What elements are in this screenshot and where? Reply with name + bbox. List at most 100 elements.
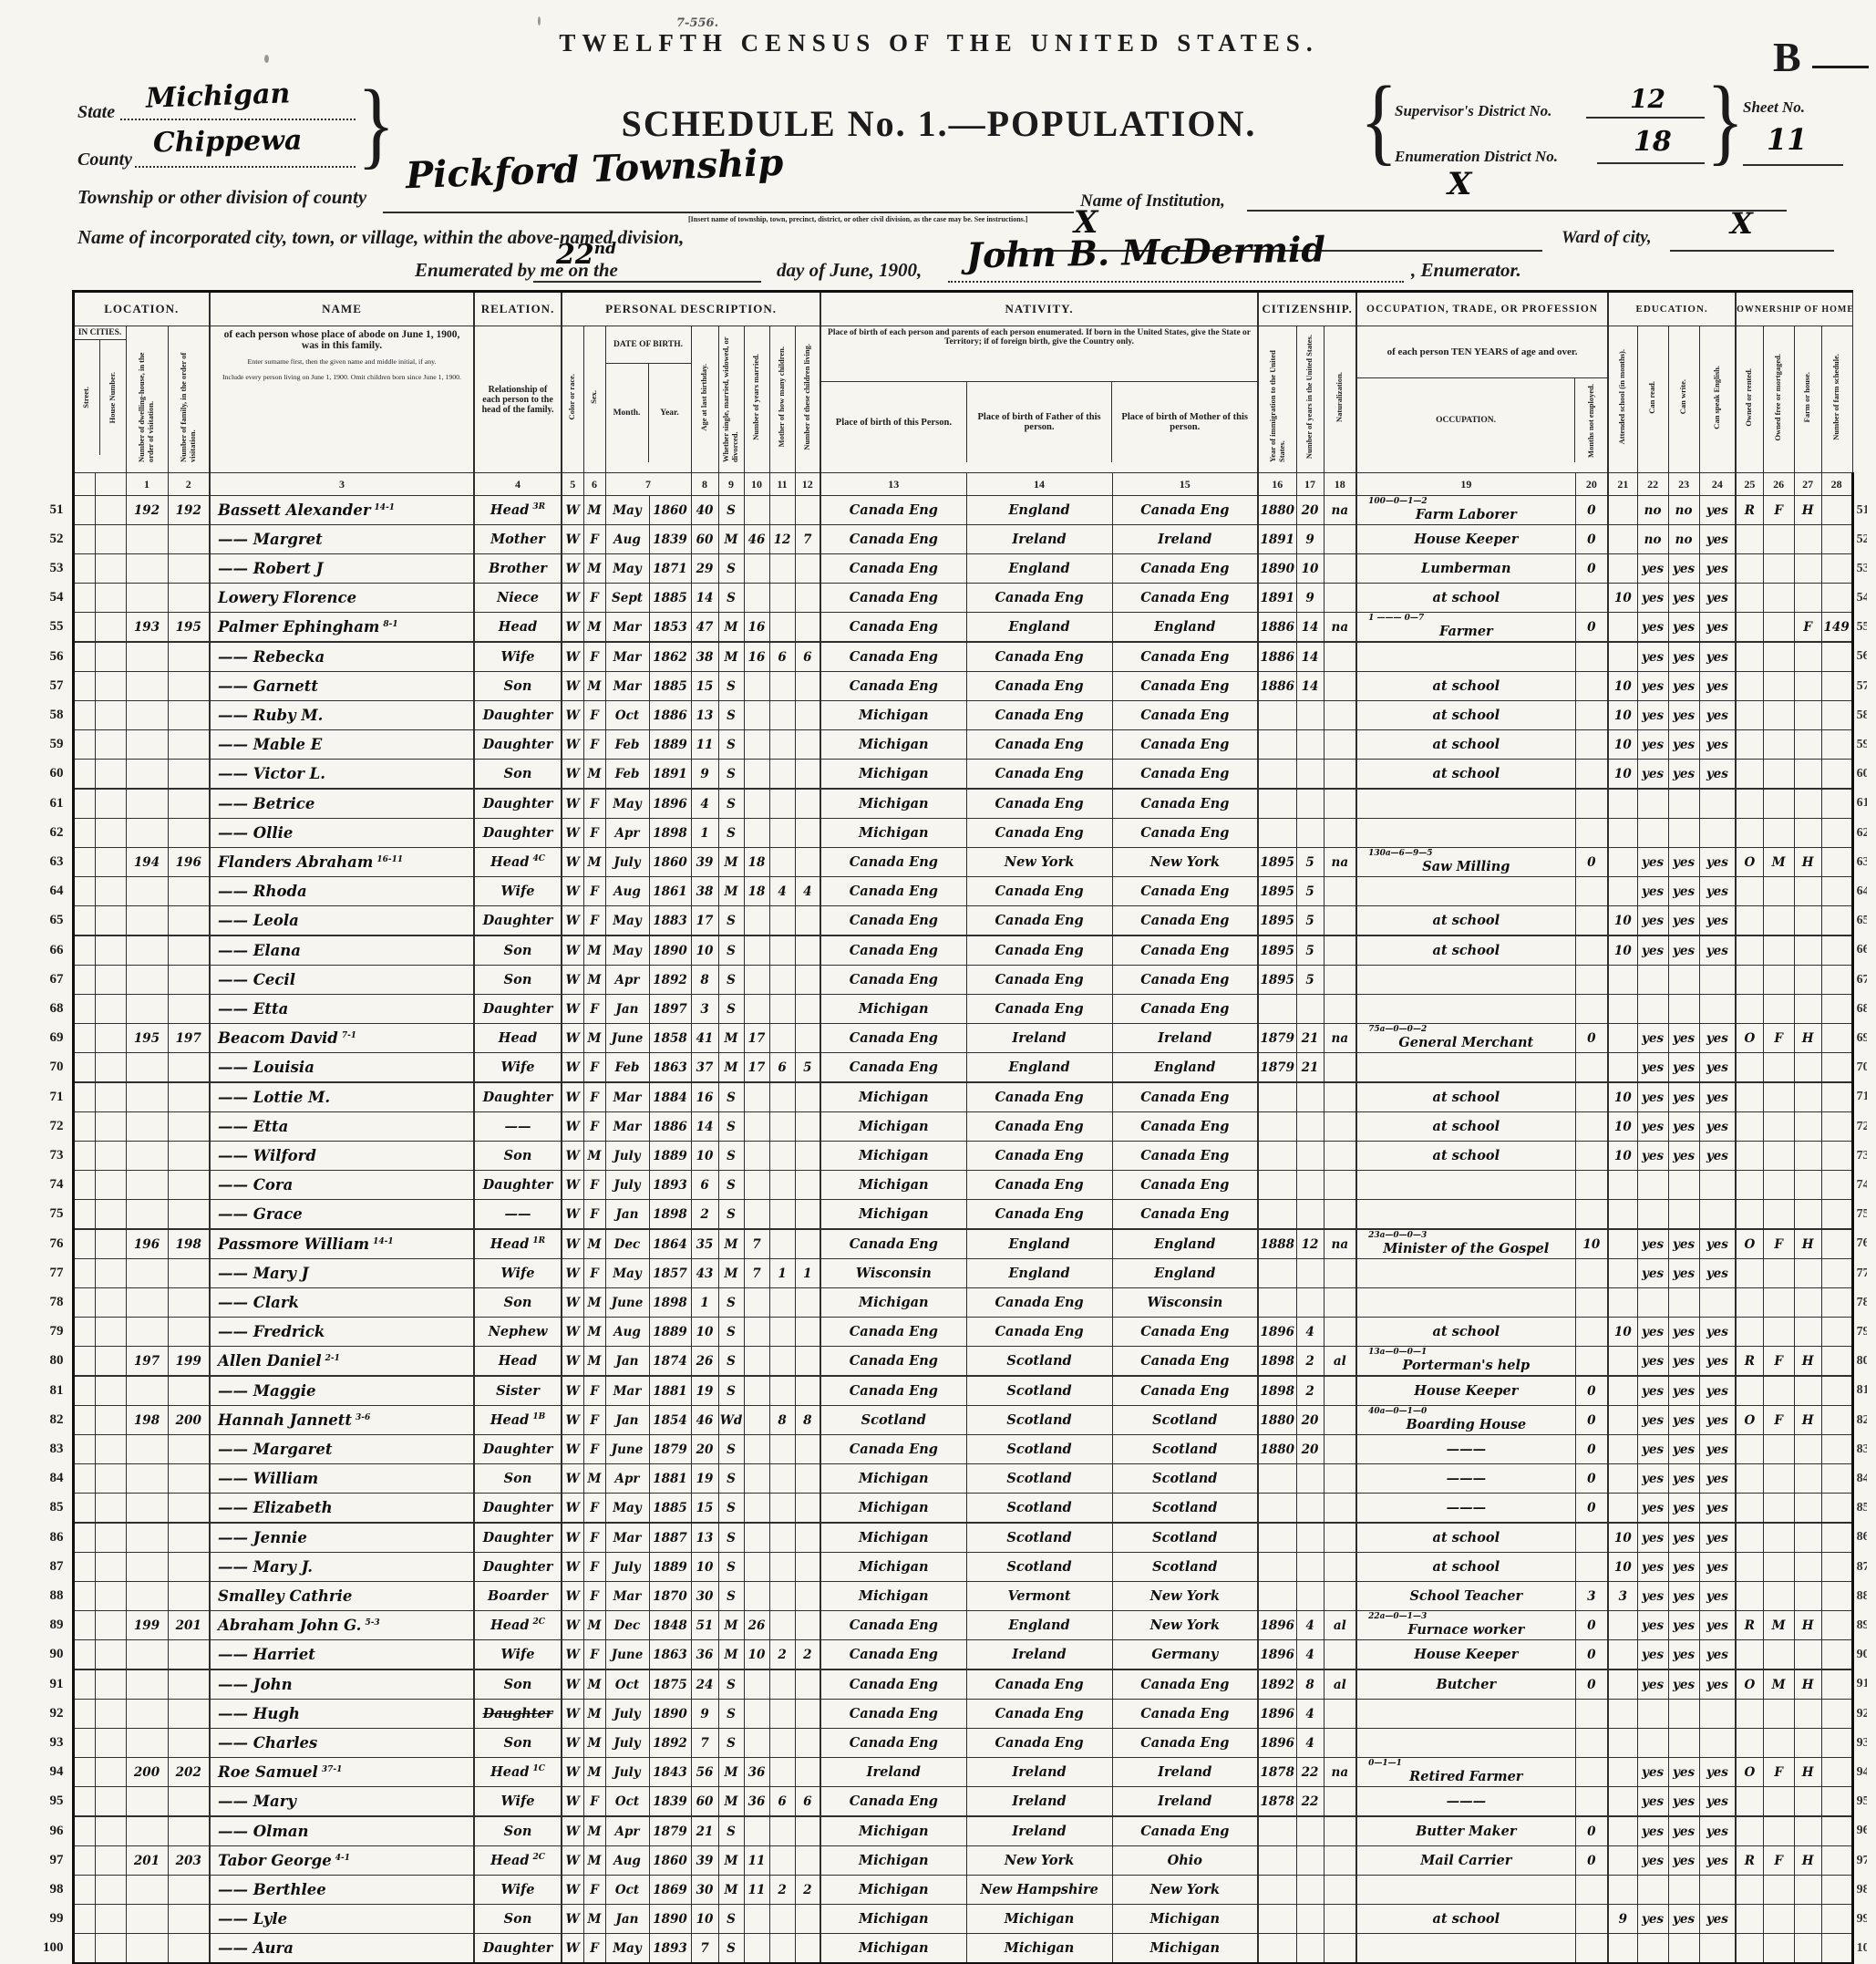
owned-rented: R xyxy=(1735,1845,1764,1876)
school-months xyxy=(1607,1463,1638,1494)
family-number: 202 xyxy=(167,1757,211,1787)
street xyxy=(71,1228,96,1259)
row-number: 81 xyxy=(49,1382,64,1398)
color-race: W xyxy=(561,1346,584,1377)
months-unemployed: 0 xyxy=(1574,1669,1609,1700)
dwelling-number xyxy=(125,876,169,906)
can-read xyxy=(1636,1699,1669,1729)
dwelling-number xyxy=(125,905,169,936)
relation: Boarder xyxy=(473,1581,562,1611)
row-number: 96 xyxy=(49,1823,64,1838)
birth-year: 1898 xyxy=(648,1287,692,1318)
row-number-right: 65 xyxy=(1856,913,1868,927)
house-number xyxy=(94,1610,127,1640)
sex: M xyxy=(582,1228,606,1259)
owned-rented xyxy=(1735,729,1764,760)
street xyxy=(71,965,96,995)
person-name: —— Betrice xyxy=(209,788,475,819)
years-in-us: 21 xyxy=(1295,1023,1325,1053)
color-race: W xyxy=(561,1875,584,1905)
birthplace: Michigan xyxy=(819,1933,967,1964)
can-speak-english: yes xyxy=(1698,1023,1737,1053)
mother-of-children xyxy=(768,1170,796,1200)
mother-birthplace: Canada Eng xyxy=(1111,1317,1259,1347)
sex: F xyxy=(582,524,606,554)
can-read: no xyxy=(1636,495,1669,525)
birthplace: Michigan xyxy=(819,1170,967,1200)
person-name: Allen Daniel 2-1 xyxy=(209,1346,475,1377)
sex: F xyxy=(582,641,606,672)
months-unemployed xyxy=(1574,1317,1609,1347)
person-name: Beacom David 7-1 xyxy=(209,1023,475,1053)
can-speak-english xyxy=(1698,965,1737,995)
person-name: —— Harriet xyxy=(209,1639,475,1670)
children-living xyxy=(794,1111,821,1142)
table-row: 77 —— Mary J Wife W F May 1857 43 M 7 1 1 Wisconsin E… xyxy=(33,1258,1867,1288)
can-speak-english: yes xyxy=(1698,759,1737,790)
owned-rented xyxy=(1735,1875,1764,1905)
street xyxy=(71,1258,96,1288)
table-row: 59 —— Mable E Daughter W F Feb 1889 11 S Michigan… xyxy=(33,729,1868,760)
years-in-us: 20 xyxy=(1295,1434,1325,1464)
birth-year: 1898 xyxy=(648,818,692,848)
years-in-us xyxy=(1295,1522,1325,1553)
sex: F xyxy=(582,1434,606,1464)
row-number-right: 59 xyxy=(1856,737,1868,751)
person-name: Hannah Jannett 3-6 xyxy=(209,1405,475,1435)
months-unemployed xyxy=(1574,729,1609,760)
farm-or-house xyxy=(1793,1904,1822,1934)
birthplace: Michigan xyxy=(819,1081,967,1112)
naturalization xyxy=(1323,1815,1357,1846)
dwelling-number xyxy=(125,524,169,554)
col-pob-father: Place of birth of Father of this person. xyxy=(965,382,1112,462)
school-months xyxy=(1607,1845,1638,1876)
row-number: 80 xyxy=(49,1353,64,1369)
farm-or-house xyxy=(1793,1375,1822,1406)
years-in-us: 4 xyxy=(1295,1728,1325,1758)
years-in-us xyxy=(1295,788,1325,819)
farm-schedule xyxy=(1820,1258,1854,1288)
birth-month: Aug xyxy=(604,524,650,554)
can-read: yes xyxy=(1636,1346,1669,1377)
occupation: School Teacher xyxy=(1355,1581,1576,1611)
farm-or-house xyxy=(1793,759,1822,790)
farm-or-house xyxy=(1793,935,1822,966)
dwelling-number xyxy=(125,1669,169,1700)
birth-month: Apr xyxy=(604,818,650,848)
can-read: yes xyxy=(1636,905,1669,936)
birth-year: 1843 xyxy=(648,1757,692,1787)
can-write: yes xyxy=(1667,1081,1700,1112)
naturalization xyxy=(1323,1199,1357,1230)
person-name: —— Mary xyxy=(209,1786,475,1817)
months-unemployed xyxy=(1574,1052,1609,1083)
can-read xyxy=(1636,1933,1669,1964)
school-months xyxy=(1607,788,1638,819)
mother-of-children xyxy=(768,1728,796,1758)
children-living: 5 xyxy=(794,1052,821,1083)
mother-of-children xyxy=(768,1228,796,1259)
person-name: Tabor George 4-1 xyxy=(209,1845,475,1876)
color-race: W xyxy=(561,759,584,790)
row-number: 93 xyxy=(49,1735,64,1750)
years-married xyxy=(743,935,770,966)
birth-month: July xyxy=(604,1170,650,1200)
months-unemployed: 0 xyxy=(1574,524,1609,554)
relation: Nephew xyxy=(473,1317,562,1347)
dwelling-number xyxy=(125,553,169,584)
family-number xyxy=(167,1522,211,1553)
col-color-race: Color or race. xyxy=(567,374,577,420)
supervisor-district-value: 12 xyxy=(1630,84,1665,114)
years-married xyxy=(743,1552,770,1582)
table-row: 66 —— Elana Son W M May 1890 10 S Canada Eng Canad… xyxy=(33,935,1867,966)
can-speak-english: yes xyxy=(1698,1552,1737,1582)
birth-month: May xyxy=(604,788,650,819)
school-months xyxy=(1607,641,1638,672)
years-in-us: 9 xyxy=(1295,524,1325,554)
color-race: W xyxy=(561,965,584,995)
table-row: 65 —— Leola Daughter W F May 1883 17 S Canada Eng… xyxy=(33,905,1868,936)
row-number: 68 xyxy=(49,1001,64,1016)
dwelling-number xyxy=(125,671,169,701)
family-number xyxy=(167,1434,211,1464)
mother-of-children: 6 xyxy=(768,641,796,672)
relation: Daughter xyxy=(473,1493,562,1524)
